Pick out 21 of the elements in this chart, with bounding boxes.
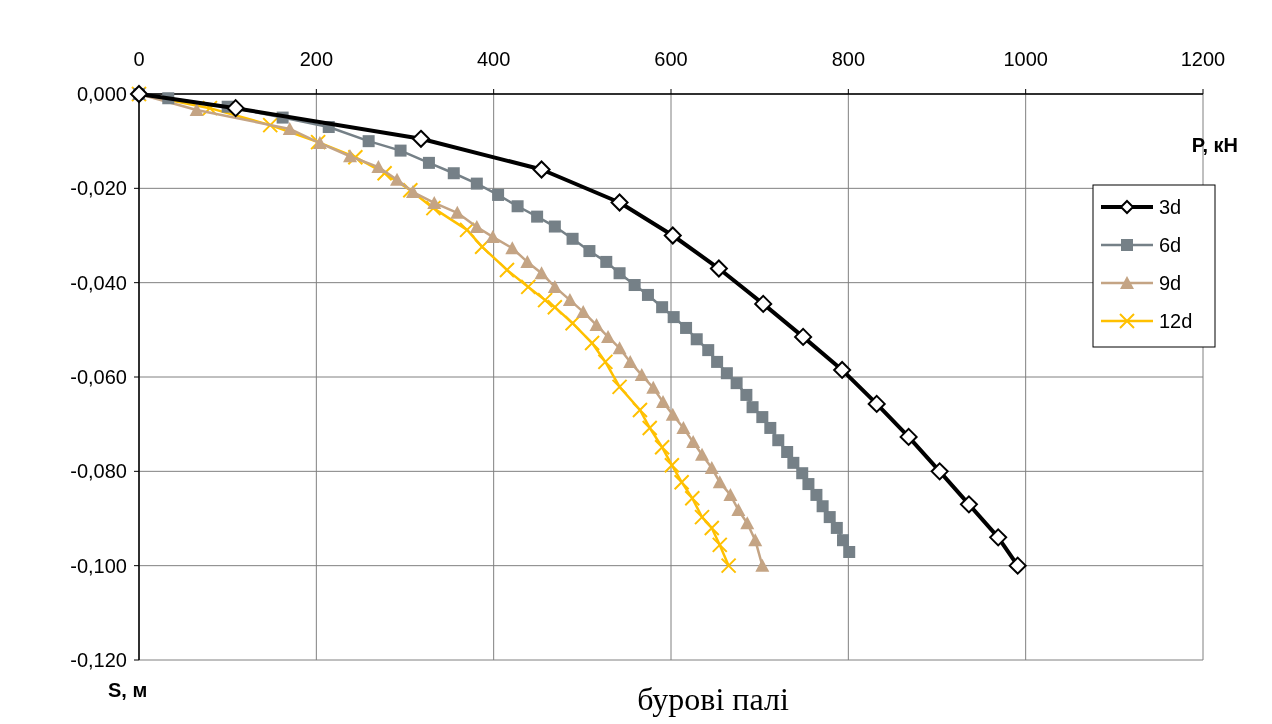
y-tick-label: -0,080 [70,460,127,483]
y-tick-label: -0,060 [70,366,127,388]
x-tick-label: 1000 [1003,48,1048,70]
x-axis-title: P, кН [1191,134,1238,156]
y-tick-label: -0,040 [70,271,127,294]
legend-label: 9d [1159,272,1182,294]
x-tick-label: 0 [133,48,145,70]
y-tick-label: -0,100 [70,554,127,577]
y-tick-label: -0,020 [70,177,127,200]
x-tick-label: 600 [654,48,688,70]
legend-label: 6d [1159,234,1182,256]
y-tick-label: 0,000 [76,83,127,105]
x-tick-label: 1200 [1180,48,1226,70]
y-tick-label: -0,120 [70,649,127,671]
legend-label: 3d [1159,196,1182,218]
x-tick-label: 400 [476,48,511,70]
x-tick-label: 200 [299,48,334,70]
legend-label: 12d [1159,310,1193,332]
text: бурові палі [637,681,789,717]
x-tick-label: 800 [831,48,866,70]
y-axis-title: S, м [108,679,148,701]
